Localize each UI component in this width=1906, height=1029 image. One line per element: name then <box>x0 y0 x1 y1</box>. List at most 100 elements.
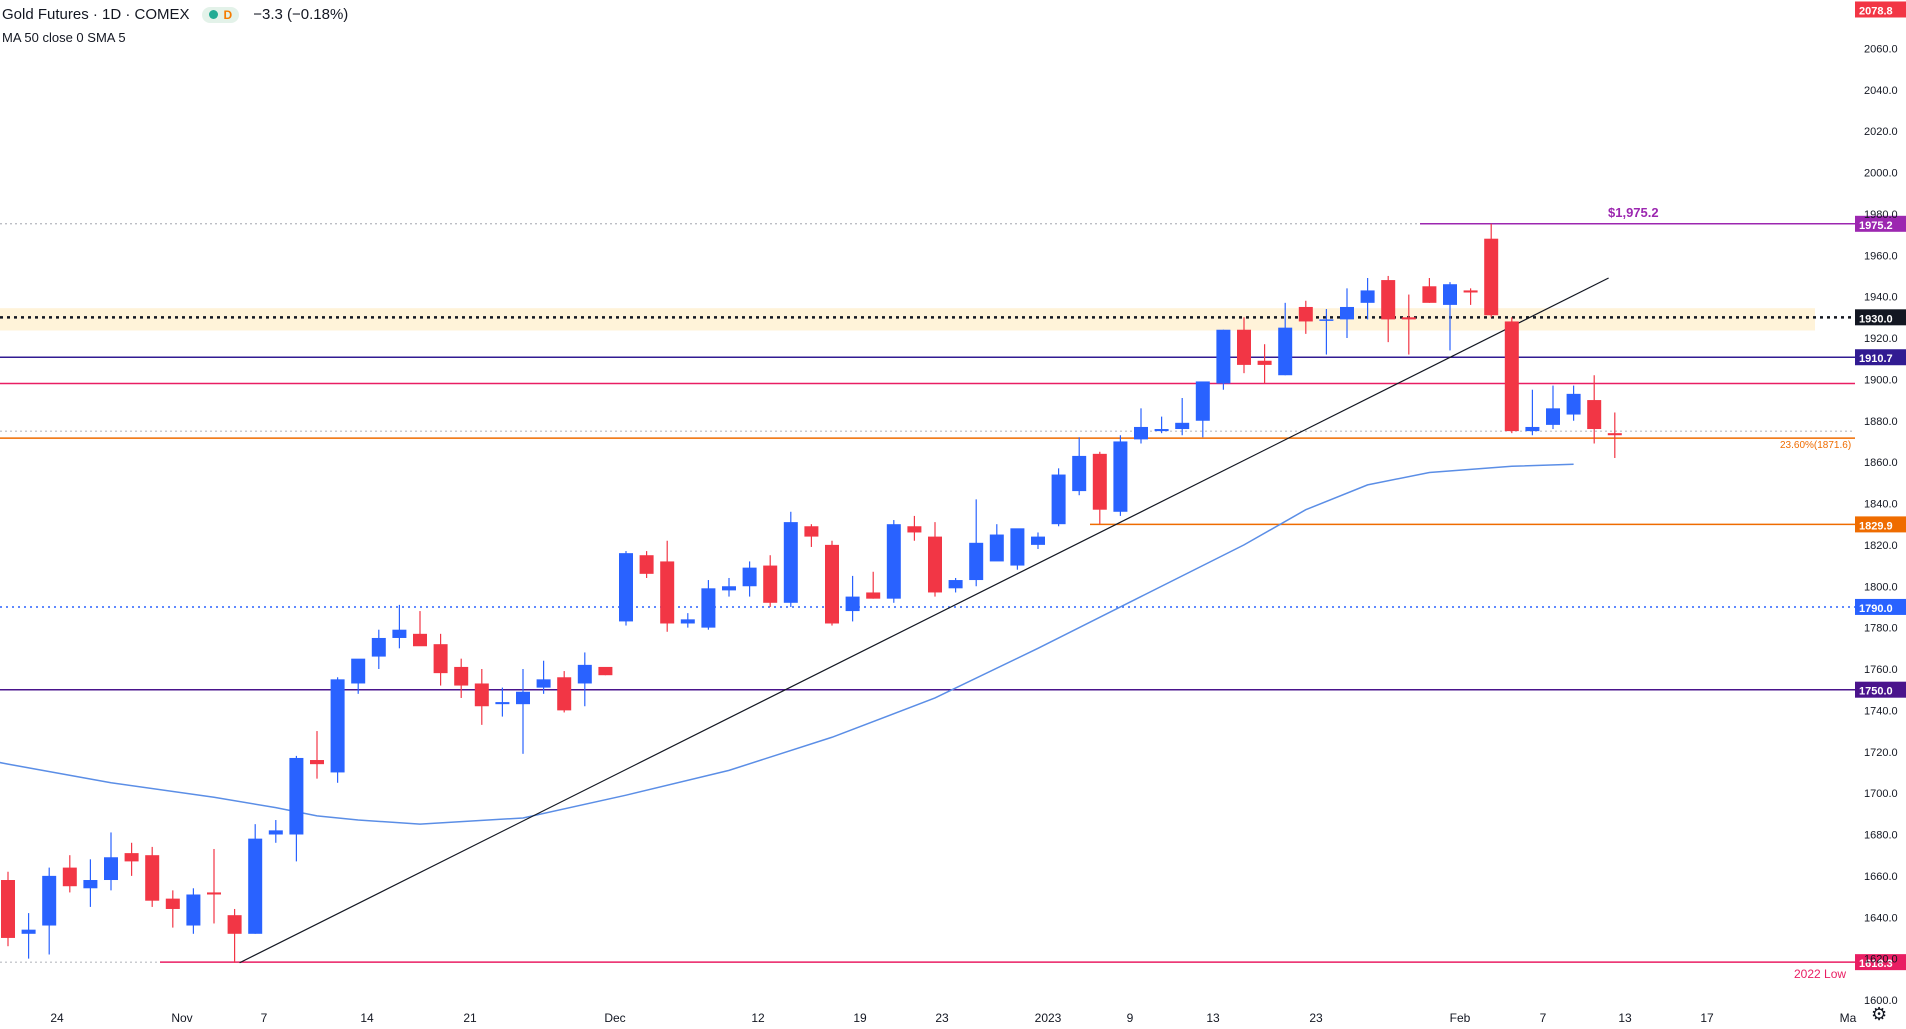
candle-body <box>1278 327 1293 376</box>
candle-body <box>783 522 798 603</box>
candle-body <box>495 702 510 705</box>
level-price-label: 1829.9 <box>1859 520 1893 532</box>
candle-body <box>1237 329 1251 365</box>
y-tick-label: 1900.0 <box>1864 374 1898 386</box>
price-axis <box>1855 0 1906 1029</box>
candle-body <box>742 567 757 587</box>
y-tick-label: 1860.0 <box>1864 457 1898 469</box>
y-tick-label: 1620.0 <box>1864 954 1898 966</box>
candle-body <box>83 880 98 889</box>
level-price-tag <box>1855 954 1906 971</box>
y-tick-label: 2060.0 <box>1864 43 1898 55</box>
y-tick-label: 1720.0 <box>1864 747 1898 759</box>
y-tick-label: 1660.0 <box>1864 871 1898 883</box>
candle-body <box>227 915 242 934</box>
candle-body <box>722 586 736 591</box>
indicator-legend[interactable]: MA 50 close 0 SMA 5 <box>2 30 126 45</box>
candle-body <box>701 588 716 628</box>
x-tick-label: 2023 <box>1035 1011 1062 1025</box>
x-tick-label: 14 <box>360 1011 374 1025</box>
candle-body <box>680 619 695 624</box>
y-tick-label: 1940.0 <box>1864 292 1898 304</box>
time-axis <box>0 1002 1906 1029</box>
candle-body <box>845 596 860 612</box>
delay-badge: D <box>223 7 233 22</box>
candle-body <box>1484 238 1499 316</box>
x-tick-label: 23 <box>1309 1011 1323 1025</box>
candle-body <box>1401 317 1416 320</box>
candle-body <box>21 929 36 934</box>
candle-body <box>1463 290 1478 293</box>
x-tick-label: 23 <box>935 1011 949 1025</box>
candle-body <box>1 880 15 938</box>
candle-body <box>351 658 366 684</box>
y-tick-label: 1640.0 <box>1864 912 1898 924</box>
candle-body <box>1195 381 1210 421</box>
y-tick-label: 1920.0 <box>1864 333 1898 345</box>
candle-body <box>165 898 180 909</box>
level-price-tag <box>1855 598 1906 615</box>
candle-body <box>536 679 551 688</box>
candle-body <box>639 555 654 574</box>
candle-body <box>1360 290 1375 303</box>
level-price-label: 1750.0 <box>1859 686 1893 698</box>
candle-body <box>289 757 304 835</box>
candle-body <box>804 526 819 537</box>
candle-body <box>1504 321 1519 432</box>
y-tick-label: 1820.0 <box>1864 540 1898 552</box>
candle-body <box>825 544 839 624</box>
candle-body <box>886 524 901 599</box>
symbol-title[interactable]: Gold Futures · 1D · COMEX <box>2 6 190 23</box>
level-price-label: 1975.2 <box>1859 220 1893 232</box>
market-status-badge[interactable]: D <box>201 6 240 23</box>
level-price-tag <box>1855 516 1906 533</box>
y-tick-label: 1840.0 <box>1864 499 1898 511</box>
candle-body <box>268 830 283 835</box>
candle-body <box>1607 433 1622 436</box>
settings-gear-icon[interactable]: ⚙ <box>1871 1004 1888 1024</box>
candle-body <box>907 526 922 533</box>
x-tick-label: 9 <box>1127 1011 1134 1025</box>
candle-body <box>392 629 407 638</box>
y-tick-label: 1800.0 <box>1864 581 1898 593</box>
x-tick-label: 7 <box>261 1011 268 1025</box>
level-annotation: $1,975.2 <box>1608 205 1659 220</box>
candle-body <box>1566 393 1581 415</box>
candle-body <box>1443 284 1457 305</box>
x-tick-label: 17 <box>1700 1011 1714 1025</box>
candle-body <box>1298 306 1313 322</box>
candle-body <box>1175 422 1190 430</box>
level-price-label: 1618.3 <box>1859 958 1893 970</box>
candle-body <box>207 892 221 895</box>
candle-body <box>248 838 263 934</box>
candle-body <box>1072 455 1087 492</box>
candle-body <box>577 664 592 684</box>
candle-body <box>866 592 881 599</box>
level-annotation: 23.60%(1871.6) <box>1780 440 1851 451</box>
y-tick-label: 1600.0 <box>1864 995 1898 1007</box>
candle-body <box>1422 286 1437 303</box>
candle-body <box>1134 426 1148 440</box>
candle-body <box>1113 441 1128 512</box>
candle-body <box>330 679 345 773</box>
level-price-label: 2078.8 <box>1859 5 1893 17</box>
x-tick-label: Nov <box>171 1011 192 1025</box>
candle-body <box>763 565 778 603</box>
candle-body <box>371 637 386 657</box>
candle-body <box>1031 536 1045 545</box>
trendline <box>239 277 1609 964</box>
candle-body <box>1525 426 1540 432</box>
y-tick-label: 2000.0 <box>1864 168 1898 180</box>
candle-body <box>1381 280 1396 320</box>
y-tick-label: 1880.0 <box>1864 416 1898 428</box>
y-tick-label: 1980.0 <box>1864 209 1898 221</box>
candle-body <box>413 633 427 647</box>
candle-body <box>1340 306 1354 320</box>
level-price-tag <box>1855 1 1906 18</box>
candle-body <box>1216 329 1231 384</box>
y-tick-label: 1780.0 <box>1864 623 1898 635</box>
level-price-label: 1790.0 <box>1859 603 1893 615</box>
candle-body <box>1587 400 1602 430</box>
x-tick-label: Ma <box>1840 1011 1857 1025</box>
